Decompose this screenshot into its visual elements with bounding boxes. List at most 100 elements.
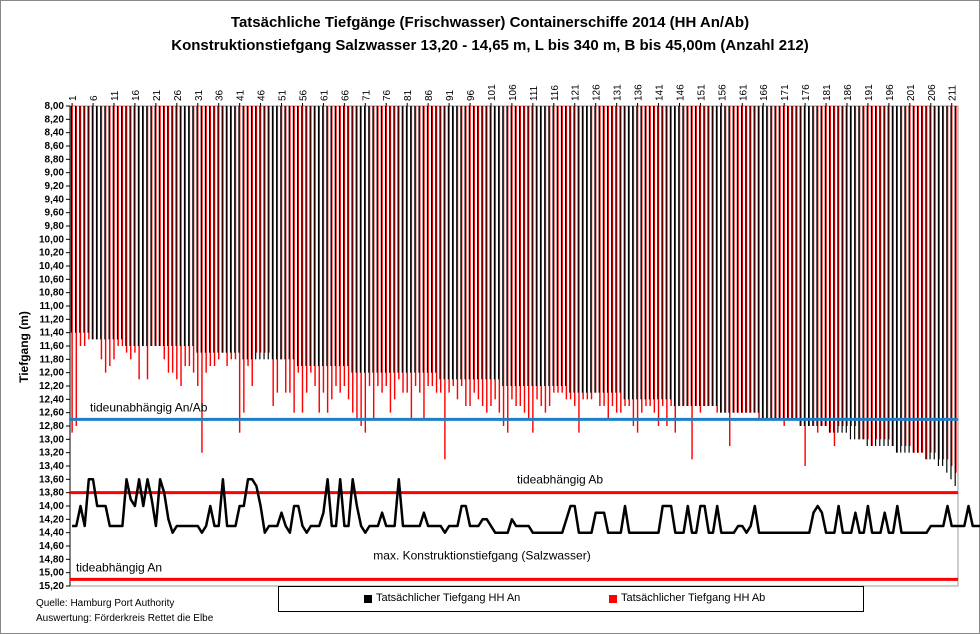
bar-an <box>946 106 948 473</box>
bar-ab <box>582 106 584 400</box>
bar-ab <box>515 106 517 406</box>
bar-an <box>606 106 609 393</box>
bar-an <box>447 106 449 380</box>
bar-ab <box>892 106 894 446</box>
bar-ab <box>883 106 886 440</box>
bar-an <box>749 106 751 413</box>
bar-an <box>192 106 194 346</box>
bar-ab <box>796 106 798 420</box>
bar-ab <box>121 106 124 346</box>
bar-ab <box>699 106 702 413</box>
x-tick-label: 71 <box>361 89 372 101</box>
bar-an <box>364 106 366 373</box>
bar-an <box>380 106 382 373</box>
bar-ab <box>368 106 371 386</box>
y-tick-label: 10,80 <box>39 288 64 299</box>
y-tick-label: 14,80 <box>39 554 64 565</box>
bar-ab <box>130 106 132 360</box>
bar-ab <box>264 106 266 353</box>
bar-ab <box>230 106 232 360</box>
bar-ab <box>356 106 358 420</box>
bar-an <box>795 106 797 420</box>
x-tick-label: 116 <box>550 85 561 101</box>
bar-ab <box>314 106 316 386</box>
bar-ab <box>930 106 932 453</box>
x-tick-label: 61 <box>319 89 330 101</box>
bar-ab <box>599 106 601 406</box>
y-tick-label: 13,20 <box>39 448 64 459</box>
bar-ab <box>117 106 119 346</box>
bar-an <box>808 106 810 426</box>
bar-ab <box>951 106 953 466</box>
x-tick-label: 51 <box>278 89 289 101</box>
bar-an <box>502 106 504 386</box>
bar-ab <box>863 106 865 440</box>
bar-an <box>255 106 257 360</box>
bar-ab <box>456 106 459 400</box>
y-tick-label: 14,00 <box>39 501 64 512</box>
bar-ab <box>272 106 274 406</box>
bar-an <box>418 106 420 373</box>
x-tick-label: 66 <box>340 89 351 101</box>
bar-an <box>397 106 399 373</box>
x-tick-label: 81 <box>403 89 414 101</box>
bar-ab <box>532 106 534 433</box>
x-tick-label: 36 <box>215 89 226 101</box>
bar-ab <box>364 106 367 433</box>
x-tick-label: 186 <box>843 84 854 101</box>
bar-ab <box>766 106 769 420</box>
bar-an <box>158 106 160 346</box>
y-tick-label: 14,60 <box>39 541 64 552</box>
bar-ab <box>498 106 501 413</box>
bar-an <box>627 106 630 400</box>
bar-an <box>464 106 466 380</box>
x-tick-label: 6 <box>89 95 100 101</box>
bar-an <box>384 106 387 373</box>
bar-an <box>812 106 814 426</box>
bar-an <box>213 106 215 353</box>
y-tick-label: 14,40 <box>39 528 64 539</box>
bar-an <box>196 106 198 353</box>
bar-ab <box>155 106 157 346</box>
bar-an <box>778 106 780 420</box>
bar-an <box>937 106 940 466</box>
bar-ab <box>816 106 819 433</box>
bar-an <box>648 106 651 400</box>
bar-ab <box>381 106 383 393</box>
bar-ab <box>289 106 291 393</box>
x-tick-label: 111 <box>529 85 540 101</box>
bar-an <box>389 106 391 373</box>
bar-an <box>736 106 738 413</box>
bar-an <box>942 106 944 466</box>
bar-ab <box>410 106 413 420</box>
bar-an <box>267 106 269 360</box>
bar-an <box>929 106 931 460</box>
bar-ab <box>163 106 165 360</box>
bar-an <box>238 106 240 353</box>
bar-ab <box>674 106 676 433</box>
bar-an <box>774 106 776 420</box>
bar-an <box>179 106 181 346</box>
y-tick-label: 12,40 <box>39 394 64 405</box>
bar-ab <box>670 106 672 406</box>
bar-ab <box>372 106 375 420</box>
bar-an <box>611 106 613 393</box>
bar-ab <box>653 106 656 413</box>
bar-an <box>661 106 663 400</box>
bar-an <box>548 106 550 386</box>
y-tick-label: 12,60 <box>39 408 64 419</box>
bar-an <box>259 106 261 360</box>
bar-an <box>761 106 764 420</box>
chart-title: Tatsächliche Tiefgänge (Frischwasser) Co… <box>230 14 750 31</box>
bar-an <box>79 106 81 333</box>
bar-ab <box>79 106 82 346</box>
x-tick-label: 96 <box>466 89 477 101</box>
bar-an <box>875 106 877 446</box>
bar-an <box>854 106 856 440</box>
bar-an <box>883 106 885 446</box>
bar-an <box>234 106 236 353</box>
x-tick-label: 121 <box>571 84 582 101</box>
legend-label-an: Tatsächlicher Tiefgang HH An <box>376 592 521 604</box>
y-tick-label: 14,20 <box>39 514 64 525</box>
